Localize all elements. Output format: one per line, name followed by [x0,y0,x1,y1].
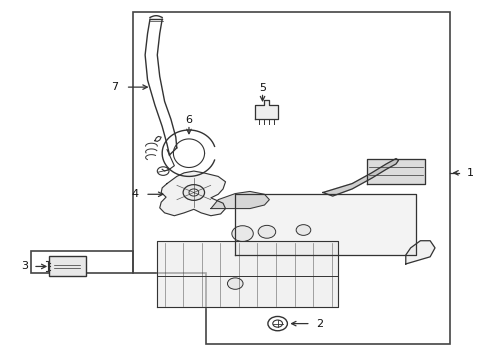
Polygon shape [235,194,416,255]
Text: 6: 6 [186,115,193,125]
Circle shape [227,278,243,289]
Polygon shape [211,192,270,208]
Circle shape [296,225,311,235]
Polygon shape [323,158,398,196]
Polygon shape [157,241,338,307]
Polygon shape [255,100,278,119]
Circle shape [232,226,253,242]
Polygon shape [160,171,225,216]
Circle shape [183,185,204,201]
Text: 4: 4 [132,189,139,199]
Text: 7: 7 [111,82,118,92]
Text: 1: 1 [466,168,474,178]
Text: 5: 5 [259,83,266,93]
Polygon shape [406,241,435,264]
Circle shape [258,225,276,238]
FancyBboxPatch shape [49,256,86,276]
Text: 2: 2 [316,319,323,329]
Text: 3: 3 [21,261,28,271]
Polygon shape [367,158,425,184]
